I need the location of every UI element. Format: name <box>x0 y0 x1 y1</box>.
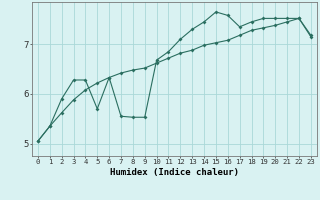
X-axis label: Humidex (Indice chaleur): Humidex (Indice chaleur) <box>110 168 239 177</box>
